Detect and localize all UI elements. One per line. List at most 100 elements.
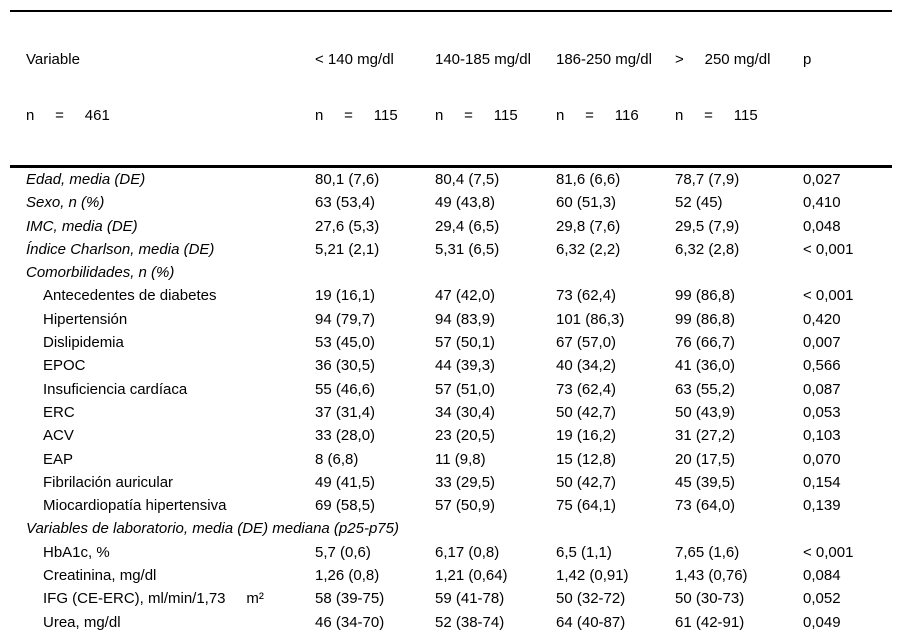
- row-label: Creatinina, mg/dl: [43, 567, 157, 585]
- cell-value: 41 (36,0): [675, 357, 736, 375]
- cell-value: 15 (12,8): [556, 450, 617, 468]
- p-value: 0,048: [803, 217, 841, 235]
- cell-value: 49 (41,5): [315, 473, 376, 491]
- table-row: Fibrilación auricular 49 (41,5) 33 (29,5) 5…: [10, 471, 892, 494]
- cell-value: 31 (27,2): [675, 427, 736, 445]
- cell-value: 59 (41-78): [435, 590, 505, 608]
- table-row: EAP 8 (6,8) 11 (9,8) 15 (12,8) 20 (17,5) 0,07…: [10, 448, 892, 471]
- cell-value: 94 (79,7): [315, 310, 376, 328]
- cell-value: 101 (86,3): [556, 310, 625, 328]
- p-value: 0,027: [803, 171, 841, 188]
- cell-value: 57 (50,1): [435, 334, 496, 352]
- cell-value: 5,31 (6,5): [435, 240, 500, 258]
- row-label: Hemoglobina, g/dl: [10, 634, 315, 639]
- row-label: Edad, media (DE): [26, 171, 146, 188]
- row-label: ERC: [43, 403, 75, 421]
- cell-value: 5,21 (2,1): [315, 240, 380, 258]
- header-group-1: < 140 mg/dl n = 115: [315, 15, 435, 161]
- table-row: Sexo, n (%) 63 (53,4) 49 (43,8) 60 (51,3) 52…: [10, 191, 892, 214]
- p-value: < 0,001: [803, 543, 854, 561]
- table-row: ACV 33 (28,0) 23 (20,5) 19 (16,2) 31 (27,2) 0…: [10, 424, 892, 447]
- header-p-label: p: [803, 51, 812, 68]
- cell-value: 12,3 (1,9): [315, 634, 435, 639]
- cell-value: 1,26 (0,8): [315, 567, 380, 585]
- table-row: HbA1c, % 5,7 (0,6) 6,17 (0,8) 6,5 (1,1) 7,65…: [10, 541, 892, 564]
- cell-value: 57 (50,9): [435, 497, 496, 515]
- cell-value: 50 (43,9): [675, 403, 736, 421]
- table-row: Hipertensión 94 (79,7) 94 (83,9) 101 (86,3)…: [10, 308, 892, 331]
- cell-value: [315, 517, 435, 540]
- p-value: 0,007: [803, 334, 841, 352]
- row-label: Antecedentes de diabetes: [43, 287, 217, 305]
- cell-value: 6,32 (2,2): [556, 240, 621, 258]
- table-row: IMC, media (DE) 27,6 (5,3) 29,4 (6,5) 29,8 …: [10, 215, 892, 238]
- cell-value: [556, 517, 675, 540]
- cell-value: 81,6 (6,6): [556, 171, 621, 188]
- p-value: 0,566: [803, 357, 841, 375]
- cell-value: 99 (86,8): [675, 310, 736, 328]
- header-group-2-n: n = 115: [435, 107, 518, 124]
- header-group-2: 140-185 mg/dl n = 115: [435, 15, 556, 161]
- cell-value: 6,17 (0,8): [435, 543, 500, 561]
- cell-value: 94 (83,9): [435, 310, 496, 328]
- table-row: ERC 37 (31,4) 34 (30,4) 50 (42,7) 50 (43,9) 0…: [10, 401, 892, 424]
- row-label: HbA1c, %: [43, 543, 110, 561]
- header-total-n: n = 461: [26, 107, 110, 124]
- clinical-characteristics-table: Variable n = 461 < 140 mg/dl n = 115 140…: [10, 10, 892, 639]
- cell-value: 12,3 (2,2): [435, 634, 556, 639]
- cell-value: 73 (62,4): [556, 380, 617, 398]
- cell-value: [315, 261, 435, 284]
- cell-value: 36 (30,5): [315, 357, 376, 375]
- cell-value: 63 (55,2): [675, 380, 736, 398]
- header-group-4-n: n = 115: [675, 107, 758, 124]
- row-label: Comorbilidades, n (%): [26, 264, 175, 282]
- p-value: 0,420: [803, 310, 841, 328]
- cell-value: 80,1 (7,6): [315, 171, 380, 188]
- cell-value: 50 (42,7): [556, 403, 617, 421]
- cell-value: [435, 517, 556, 540]
- cell-value: 50 (32-72): [556, 590, 626, 608]
- table-body: Edad, media (DE) 80,1 (7,6) 80,4 (7,5) 81,6…: [10, 168, 892, 639]
- row-label: Sexo, n (%): [26, 194, 105, 212]
- cell-value: 60 (51,3): [556, 194, 617, 212]
- cell-value: 23 (20,5): [435, 427, 496, 445]
- cell-value: 49 (43,8): [435, 194, 496, 212]
- p-value: [803, 261, 892, 284]
- cell-value: 11 (9,8): [435, 450, 486, 468]
- cell-value: 45 (39,5): [675, 473, 736, 491]
- cell-value: 52 (38-74): [435, 613, 505, 631]
- cell-value: 80,4 (7,5): [435, 171, 500, 188]
- cell-value: 27,6 (5,3): [315, 217, 380, 235]
- cell-value: 78,7 (7,9): [675, 171, 740, 188]
- cell-value: [675, 261, 803, 284]
- cell-value: 44 (39,3): [435, 357, 496, 375]
- table-row: Antecedentes de diabetes 19 (16,1) 47 (42,…: [10, 284, 892, 307]
- cell-value: 55 (46,6): [315, 380, 376, 398]
- cell-value: 12,0 (2,1): [675, 634, 803, 639]
- table-row: Comorbilidades, n (%): [10, 261, 892, 284]
- cell-value: 61 (42-91): [675, 613, 745, 631]
- cell-value: 20 (17,5): [675, 450, 736, 468]
- row-label: Urea, mg/dl: [43, 613, 121, 631]
- p-value: 0,103: [803, 427, 841, 445]
- p-value: 0,084: [803, 567, 841, 585]
- row-label: Insuficiencia cardíaca: [43, 380, 188, 398]
- cell-value: [435, 261, 556, 284]
- cell-value: 64 (40-87): [556, 613, 626, 631]
- row-label: Hipertensión: [43, 310, 128, 328]
- cell-value: [556, 261, 675, 284]
- cell-value: 58 (39-75): [315, 590, 385, 608]
- p-value: 0,049: [803, 613, 841, 631]
- cell-value: 5,7 (0,6): [315, 543, 371, 561]
- cell-value: 19 (16,1): [315, 287, 376, 305]
- header-group-3: 186-250 mg/dl n = 116: [556, 15, 675, 161]
- cell-value: 11,9 (2,1): [556, 634, 675, 639]
- cell-value: 7,65 (1,6): [675, 543, 740, 561]
- cell-value: 34 (30,4): [435, 403, 496, 421]
- cell-value: 53 (45,0): [315, 334, 376, 352]
- table-row: Variables de laboratorio, media (DE) med…: [10, 517, 892, 540]
- header-group-3-range: 186-250 mg/dl: [556, 51, 652, 68]
- p-value: 0,070: [803, 450, 841, 468]
- cell-value: 57 (51,0): [435, 380, 496, 398]
